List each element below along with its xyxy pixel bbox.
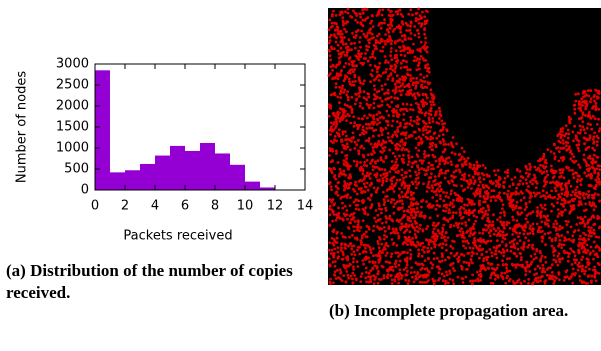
bar	[155, 155, 170, 190]
y-tick-label: 2500	[56, 78, 89, 93]
bar	[140, 163, 155, 190]
x-tick-label: 12	[267, 199, 284, 214]
bar	[125, 170, 140, 190]
caption-b: (b) Incomplete propagation area.	[329, 301, 569, 320]
bar	[215, 153, 230, 190]
x-tick-label: 2	[121, 199, 129, 214]
bar	[245, 181, 260, 190]
bar	[200, 142, 215, 190]
bar	[95, 70, 110, 190]
y-tick-label: 0	[81, 183, 89, 198]
y-tick-label: 1500	[56, 120, 89, 135]
x-tick-label: 4	[151, 199, 159, 214]
bar	[170, 145, 185, 190]
x-axis-label: Packets received	[123, 229, 232, 244]
y-axis-label: Number of nodes	[15, 71, 30, 183]
x-tick-label: 10	[237, 199, 254, 214]
x-tick-label: 0	[91, 199, 99, 214]
y-tick-label: 500	[64, 162, 89, 177]
y-tick-label: 3000	[56, 57, 89, 72]
x-tick-label: 6	[181, 199, 189, 214]
node-dots	[327, 7, 601, 286]
y-tick-label: 2000	[56, 99, 89, 114]
x-tick-label: 8	[211, 199, 219, 214]
bar	[260, 187, 275, 190]
caption-a: (a) Distribution of the number of copies…	[6, 261, 293, 302]
bar	[185, 150, 200, 190]
bar	[110, 172, 125, 190]
bar	[230, 164, 245, 190]
y-tick-label: 1000	[56, 141, 89, 156]
x-tick-label: 14	[297, 199, 314, 214]
